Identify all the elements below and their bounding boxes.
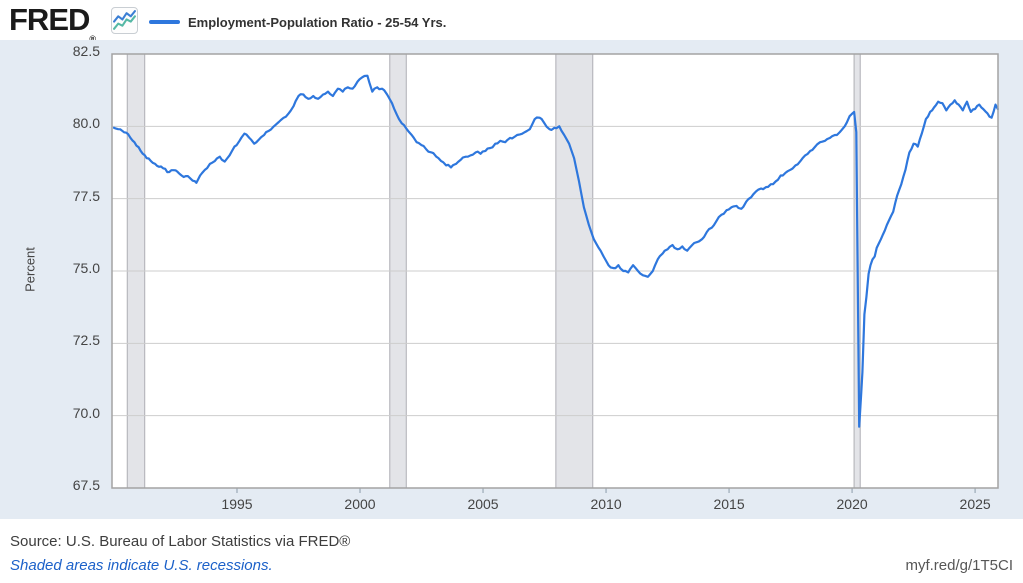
x-tick-label: 2025 <box>959 496 991 512</box>
x-tick-label: 2020 <box>836 496 868 512</box>
y-tick-label: 72.5 <box>72 332 100 349</box>
y-tick-label: 75.0 <box>72 260 100 276</box>
chart-header: FRED® Employment-Population Ratio - 25-5… <box>0 0 1023 44</box>
x-tick-label: 2015 <box>713 496 745 512</box>
x-tick-label: 1995 <box>221 496 253 512</box>
y-tick-label: 82.5 <box>72 43 100 59</box>
y-tick-label: 80.0 <box>72 115 100 132</box>
chart-area: 82.5 80.0 77.5 75.0 72.5 70.0 67.5 1995 2000 200… <box>0 40 1023 519</box>
series-line[interactable] <box>112 74 999 428</box>
fred-sparkline-icon[interactable] <box>111 7 138 34</box>
legend-line-swatch <box>149 20 180 24</box>
short-url: myf.red/g/1T5CI <box>905 557 1013 574</box>
sparkline-svg <box>113 10 136 30</box>
y-tick-label: 67.5 <box>72 477 100 493</box>
registered-mark: ® <box>89 34 97 44</box>
recession-note-link[interactable]: Shaded areas indicate U.S. recessions. <box>10 557 273 574</box>
y-tick-label: 70.0 <box>72 404 100 421</box>
y-tick-label: 77.5 <box>72 187 100 204</box>
fred-logo-text: FRED <box>9 2 90 37</box>
x-tick-label: 2005 <box>467 496 499 512</box>
x-tick-label: 2010 <box>590 496 622 512</box>
plot-border <box>111 53 999 489</box>
x-tick-label: 2000 <box>344 496 376 512</box>
legend-label: Employment-Population Ratio - 25-54 Yrs. <box>188 15 447 30</box>
source-text: Source: U.S. Bureau of Labor Statistics … <box>10 533 351 550</box>
plot-svg[interactable] <box>0 40 1023 519</box>
y-axis-title: Percent <box>22 247 38 292</box>
chart-footer: Source: U.S. Bureau of Labor Statistics … <box>0 519 1023 583</box>
fred-logo[interactable]: FRED® <box>9 2 96 44</box>
